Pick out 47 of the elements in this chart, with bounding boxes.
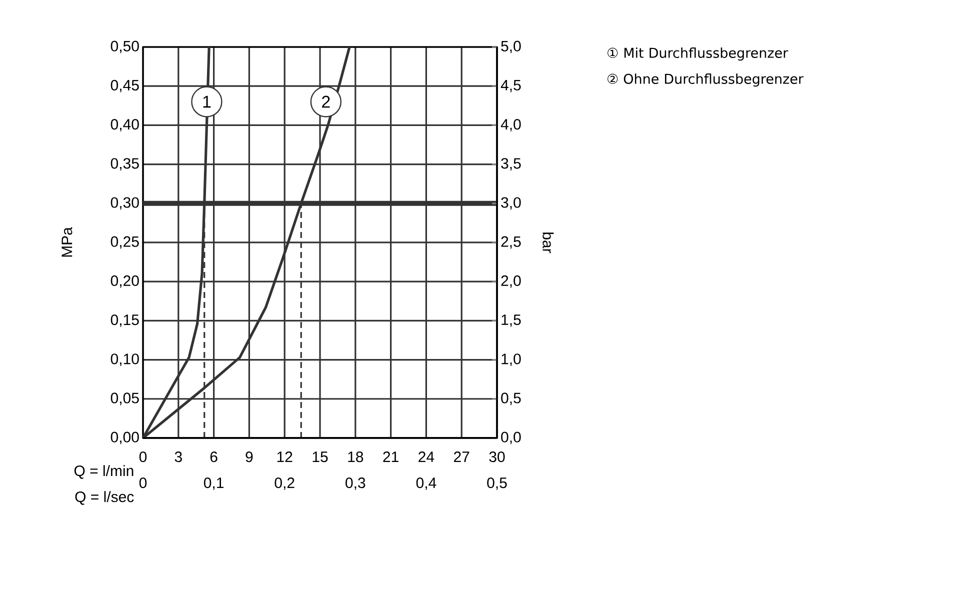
y2-tick-label: 4,0 <box>500 118 521 132</box>
y-tick-label: 0,00 <box>110 432 139 444</box>
y-tick-label: 0,25 <box>110 236 139 249</box>
x-tick-label: 24 <box>418 452 434 462</box>
x-axis-title: Q = l/min <box>74 465 134 479</box>
x-tick-label: 15 <box>312 452 328 462</box>
x2-tick-label: 0,1 <box>204 478 224 490</box>
y2-tick-label: 1,0 <box>502 354 521 366</box>
y2-tick-label: 0,5 <box>501 392 521 406</box>
y2-axis-title: bar <box>542 232 554 254</box>
x2-tick-label: 0,2 <box>274 478 294 490</box>
x-tick-label: 9 <box>246 452 253 462</box>
y2-tick-label: 1,5 <box>502 314 521 327</box>
x-tick-label: 0 <box>139 452 147 462</box>
y-tick-label: 0,40 <box>110 118 139 132</box>
y-tick-label: 0,30 <box>110 197 139 210</box>
x-tick-label: 27 <box>454 452 470 462</box>
y-tick-label: 0,45 <box>110 80 139 92</box>
y2-tick-label: 2,0 <box>501 275 521 288</box>
x-tick-label: 30 <box>489 452 505 462</box>
x2-axis-title: Q = l/sec <box>75 491 134 505</box>
y-tick-label: 0,05 <box>110 392 139 406</box>
x2-tick-label: 0,4 <box>416 478 436 490</box>
x-tick-label: 18 <box>348 452 364 462</box>
text: ② Ohne Durchflussbegrenzer <box>608 74 804 87</box>
y-tick-label: 0,15 <box>110 314 139 327</box>
y2-tick-label: 3,0 <box>501 197 521 210</box>
y2-tick-label: 5,0 <box>501 40 521 54</box>
y-tick-label: 0,35 <box>110 158 139 170</box>
annotation: 1 <box>203 96 211 108</box>
y-tick-label: 0,10 <box>110 354 139 366</box>
x-tick-label: 3 <box>174 452 182 462</box>
x-tick-label: 12 <box>277 452 292 462</box>
y-axis-title: MPa <box>62 227 72 257</box>
y-tick-label: 0,50 <box>110 40 139 54</box>
x2-tick-label: 0,3 <box>346 478 366 490</box>
annotation: 2 <box>322 96 330 108</box>
text: ① Mit Durchflussbegrenzer <box>608 48 788 61</box>
y2-tick-label: 0,0 <box>501 432 521 444</box>
y-tick-label: 0,20 <box>110 275 139 288</box>
x2-tick-label: 0 <box>139 478 147 488</box>
y2-tick-label: 4,5 <box>500 80 521 92</box>
x-tick-label: 6 <box>210 452 218 462</box>
x-tick-label: 21 <box>383 452 398 462</box>
x2-tick-label: 0,5 <box>487 478 507 490</box>
y2-tick-label: 2,5 <box>501 236 521 249</box>
y2-tick-label: 3,5 <box>501 158 521 170</box>
